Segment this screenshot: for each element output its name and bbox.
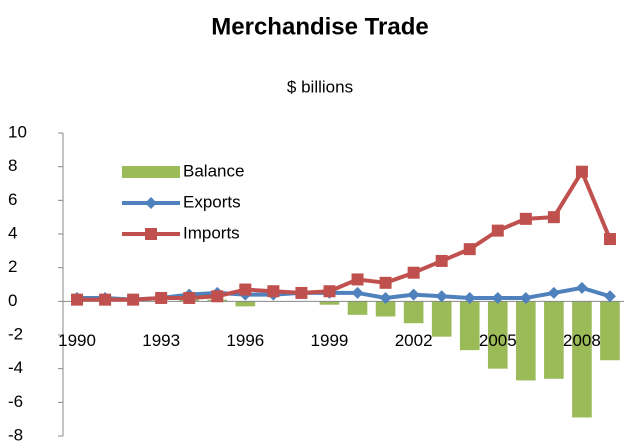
y-tick-label: 10 (8, 122, 27, 141)
bar (235, 301, 256, 307)
marker (295, 286, 308, 299)
marker (183, 291, 196, 304)
y-tick-label: -6 (8, 392, 23, 411)
marker (407, 266, 420, 279)
marker (491, 224, 504, 237)
marker (519, 212, 532, 225)
marker (351, 273, 364, 286)
y-tick-label: 8 (8, 156, 17, 175)
marker (463, 243, 476, 256)
x-tick-label: 1993 (142, 331, 180, 350)
bar (572, 301, 592, 418)
legend-label: Balance (183, 161, 244, 180)
y-tick-label: -2 (8, 324, 23, 343)
legend-label: Imports (183, 223, 240, 242)
y-tick-label: 6 (8, 190, 17, 209)
bar (347, 301, 368, 315)
x-tick-label: 1996 (226, 331, 264, 350)
marker (155, 291, 168, 304)
marker (575, 281, 588, 294)
marker (211, 290, 224, 303)
y-tick-label: 0 (8, 291, 17, 310)
chart-subtitle: $ billions (287, 77, 353, 96)
bar (403, 301, 424, 324)
bar (319, 301, 340, 305)
marker (351, 286, 364, 299)
x-tick-label: 2002 (395, 331, 433, 350)
marker (435, 290, 448, 303)
y-tick-label: -4 (8, 358, 23, 377)
marker (603, 290, 616, 303)
y-tick-label: -8 (8, 425, 23, 444)
bar (544, 301, 564, 379)
y-tick-label: 2 (8, 257, 17, 276)
bar (431, 301, 452, 337)
bar (516, 301, 536, 381)
x-tick-label: 2008 (563, 331, 601, 350)
marker (407, 288, 420, 301)
marker (267, 285, 280, 298)
chart-title: Merchandise Trade (211, 13, 428, 40)
marker (239, 283, 252, 296)
x-tick-label: 1990 (58, 331, 96, 350)
legend-label: Exports (183, 192, 241, 211)
x-tick-label: 1999 (311, 331, 349, 350)
legend-marker (145, 228, 157, 240)
marker (463, 291, 476, 304)
marker (71, 293, 84, 306)
marker (547, 211, 560, 224)
marker (491, 291, 504, 304)
marker (379, 276, 392, 289)
x-tick-label: 2005 (479, 331, 517, 350)
bar (459, 301, 480, 351)
bar (600, 301, 620, 361)
marker (575, 165, 588, 178)
marker (323, 285, 336, 298)
marker (99, 293, 112, 306)
legend-marker (145, 197, 157, 209)
bar (487, 301, 508, 369)
bar (375, 301, 396, 317)
marker (435, 254, 448, 267)
legend-swatch (122, 166, 180, 178)
marker (127, 293, 140, 306)
y-tick-label: 4 (8, 223, 17, 242)
marker (547, 286, 560, 299)
marker (603, 233, 616, 246)
marker (519, 291, 532, 304)
marker (379, 291, 392, 304)
